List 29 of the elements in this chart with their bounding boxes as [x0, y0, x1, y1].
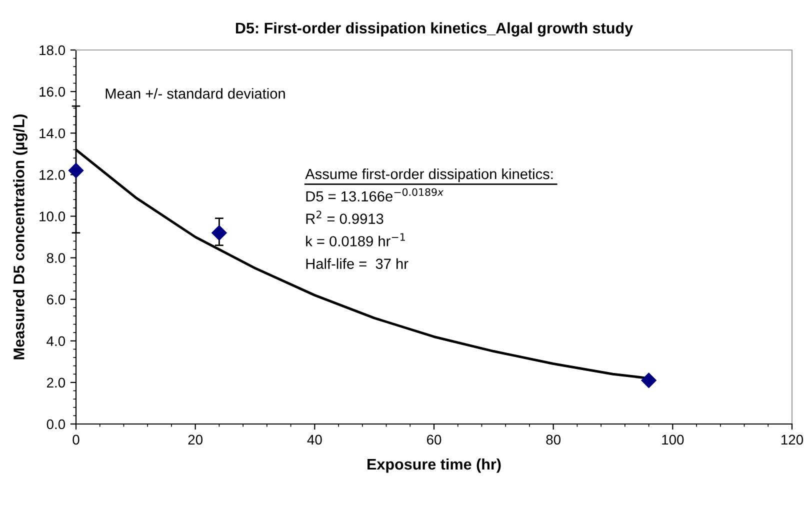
y-tick-label: 4.0	[46, 336, 66, 346]
point	[641, 372, 656, 388]
y-tick-label: 10.0	[40, 212, 66, 222]
y-tick-label: 18.0	[40, 45, 66, 56]
x-tick-label: 100	[662, 434, 684, 445]
chart-title: D5: First-order dissipation kinetics_Algal growth study	[236, 22, 633, 37]
y-tick-label: 8.0	[46, 253, 66, 263]
x-tick-label: 80	[546, 434, 561, 445]
y-tick-label: 6.0	[46, 294, 66, 305]
annotation: Half-life = 37 hr	[306, 258, 408, 269]
x-axis-title: Exposure time (hr)	[368, 458, 501, 473]
point	[212, 225, 227, 240]
annotation: Mean +/- standard deviation	[106, 88, 285, 99]
point	[68, 162, 84, 178]
annotation: Assume first-order dissipation kinetics:	[305, 168, 553, 182]
annotation: k = 0.0189 hr$^{−1}$	[306, 233, 405, 246]
x-tick-label: 0	[72, 434, 80, 445]
y-tick-label: 2.0	[46, 378, 66, 388]
annotation: R$^{2}$ = 0.9913	[306, 210, 384, 224]
x-tick-label: 120	[781, 434, 804, 445]
y-axis-title: Measured D5 concentration (µg/L)	[13, 114, 28, 360]
x-tick-label: 40	[307, 434, 322, 445]
y-tick-label: 16.0	[40, 86, 66, 97]
y-tick-label: 0.0	[46, 419, 66, 430]
x-tick-label: 20	[188, 434, 203, 445]
y-tick-label: 12.0	[40, 170, 66, 180]
y-tick-label: 14.0	[40, 128, 66, 138]
annotation: D5 = 13.166e$^{−0.0189x}$	[306, 188, 444, 202]
x-tick-label: 60	[426, 434, 442, 445]
